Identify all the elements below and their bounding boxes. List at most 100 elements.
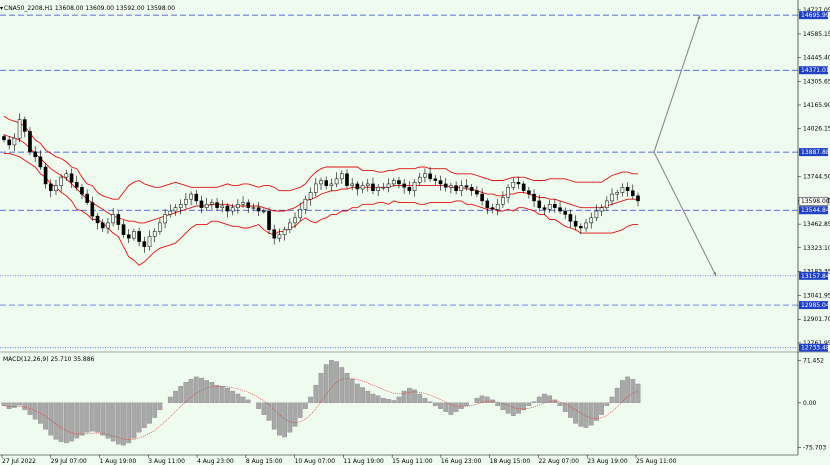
level-label: 12985.04 (801, 302, 830, 309)
candle-body (2, 136, 6, 141)
candle-body (391, 180, 396, 185)
candle-body (459, 185, 464, 191)
candle-body (568, 214, 573, 222)
candle-body (475, 190, 479, 195)
candle-body (256, 207, 261, 212)
macd-histogram-bar (614, 387, 620, 403)
macd-histogram-bar (573, 402, 578, 424)
price-tick-label: 14727.05 (803, 7, 830, 14)
macd-histogram-bar (458, 402, 464, 409)
macd-histogram-bar (313, 384, 319, 403)
macd-histogram-bar (271, 402, 277, 430)
macd-histogram-bar (178, 386, 184, 403)
candle-body (537, 200, 542, 208)
candle-body (469, 187, 474, 191)
candle-body (230, 207, 235, 212)
time-tick-label: 8 Aug 15:00 (246, 458, 283, 465)
candle-body (54, 185, 58, 191)
macd-histogram-bar (297, 402, 303, 418)
candle-body (365, 183, 370, 186)
candle-body (22, 119, 27, 132)
macd-histogram-bar (349, 379, 355, 403)
candle-body (85, 193, 89, 203)
macd-histogram-bar (536, 396, 542, 403)
macd-histogram-bar (22, 402, 28, 411)
macd-histogram-bar (308, 396, 313, 403)
macd-histogram-bar (147, 402, 152, 424)
price-axis: 14727.05 14585.15 14445.40 14305.65 14165.90… (798, 7, 830, 347)
candle-body (251, 207, 256, 209)
candle-body (553, 204, 557, 208)
macd-histogram-bar (100, 402, 106, 436)
candle-body (485, 200, 490, 208)
symbol-line: CNA50_2208,H1 13608.00 13609.00 13592.00… (4, 5, 175, 12)
candle-body (584, 222, 588, 229)
macd-histogram-bar (230, 390, 236, 403)
candle-body (454, 185, 458, 191)
time-tick-label: 15 Aug 11:00 (392, 458, 433, 465)
candle-body (277, 234, 282, 239)
candle-body (402, 183, 406, 188)
level-label-box (799, 66, 828, 75)
candle-body (173, 207, 178, 212)
macd-histogram-bar (438, 402, 443, 409)
candle-body (246, 202, 251, 208)
price-panel: 14727.05 14585.15 14445.40 14305.65 14165.90… (0, 0, 830, 352)
candle-body (210, 202, 214, 205)
macd-tick-label: 71.452 (803, 358, 824, 365)
macd-histogram-bar (235, 393, 241, 403)
candle-body (126, 234, 131, 239)
macd-signal-line (3, 377, 639, 441)
level-label: 12733.48 (801, 345, 830, 352)
macd-histogram-bar (167, 396, 173, 403)
candle-body (282, 229, 287, 236)
candle-body (308, 192, 313, 200)
macd-histogram-bar (64, 402, 69, 444)
macd-histogram-bar (484, 396, 490, 403)
price-tick-label: 14305.65 (803, 78, 830, 85)
candle-body (100, 222, 105, 229)
macd-histogram-bar (557, 402, 563, 406)
macd-histogram-bar (464, 402, 469, 406)
macd-histogram-bar (204, 380, 210, 403)
candle-body (589, 217, 594, 224)
candle-body (443, 183, 448, 188)
projection-arrowhead (697, 15, 701, 20)
level-label-box (799, 301, 828, 310)
time-tick-label: 25 Aug 11:00 (636, 458, 677, 465)
macd-histogram-bar (89, 402, 95, 432)
level-label-box (799, 148, 828, 157)
level-label-box (799, 11, 828, 20)
candle-body (495, 204, 500, 210)
macd-histogram-bar (578, 402, 584, 427)
candle-body (339, 173, 344, 180)
current-price-label: 13598.00 (801, 198, 830, 205)
level-label-box (799, 206, 828, 215)
candle-body (433, 178, 438, 181)
candle-body (74, 181, 79, 188)
macd-histogram-bar (74, 402, 80, 439)
macd-histogram-bar (69, 402, 74, 442)
macd-histogram-bar (193, 376, 199, 403)
macd-histogram-bar (240, 396, 246, 403)
candle-body (573, 220, 578, 227)
candle-body (17, 119, 22, 139)
time-tick-label: 29 Jul 07:00 (51, 458, 87, 465)
candle-body (464, 185, 469, 188)
candle-body (625, 187, 630, 191)
price-tick-label: 12901.70 (803, 316, 830, 323)
candle-body (241, 202, 245, 205)
candle-body (168, 210, 173, 215)
macd-title: MACD(12,26,9) 25.710 35.886 (3, 356, 95, 363)
macd-histogram-bar (115, 402, 121, 445)
price-tick-label: 14026.15 (803, 126, 830, 133)
candle-body (28, 131, 32, 152)
candle-body (262, 210, 266, 213)
macd-histogram-bar (427, 401, 433, 403)
macd-histogram-bar (277, 402, 282, 436)
macd-histogram-bar (214, 384, 220, 403)
candle-body (288, 222, 292, 230)
candle-body (516, 181, 521, 185)
macd-histogram-bar (505, 402, 511, 414)
